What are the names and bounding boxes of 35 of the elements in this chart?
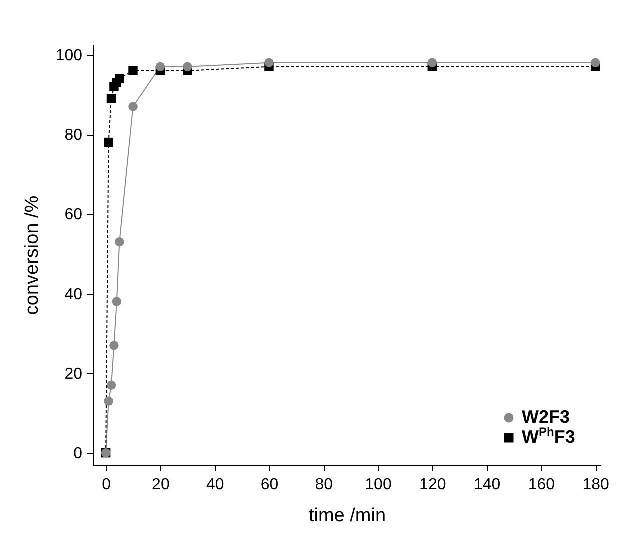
x-tick-label: 120 [420,476,446,494]
point [115,237,124,247]
x-tick-label: 0 [102,476,112,494]
y-tick-label: 20 [64,366,83,383]
point [104,138,114,148]
point [104,396,114,406]
point [128,102,138,112]
legend-label: W2F3 [522,407,570,427]
y-tick-label: 40 [64,286,83,304]
x-tick-label: 100 [365,476,392,494]
point [428,58,437,68]
x-tick-label: 60 [260,476,279,494]
legend-label: W$^{Ph}$F3 [522,425,576,447]
point [128,66,138,76]
x-tick-label: 40 [206,476,224,494]
y-axis-title: conversion /% [22,196,43,316]
x-tick-label: 160 [528,476,556,494]
y-tick-label: 100 [56,47,83,64]
x-tick-label: 180 [582,476,610,494]
point [590,58,600,68]
point [110,340,119,350]
x-axis-title: time /min [308,506,386,526]
point [106,380,116,390]
point [106,94,116,104]
point [112,297,122,306]
x-tick-label: 20 [152,476,170,494]
y-tick-label: 0 [74,446,83,463]
point [183,62,192,72]
x-tick-label: 80 [315,476,334,494]
point [110,82,119,92]
y-tick-label: 60 [64,206,83,224]
x-tick-label: 140 [474,476,501,494]
y-tick-label: 80 [64,127,83,144]
point [264,58,274,68]
point [156,62,166,72]
